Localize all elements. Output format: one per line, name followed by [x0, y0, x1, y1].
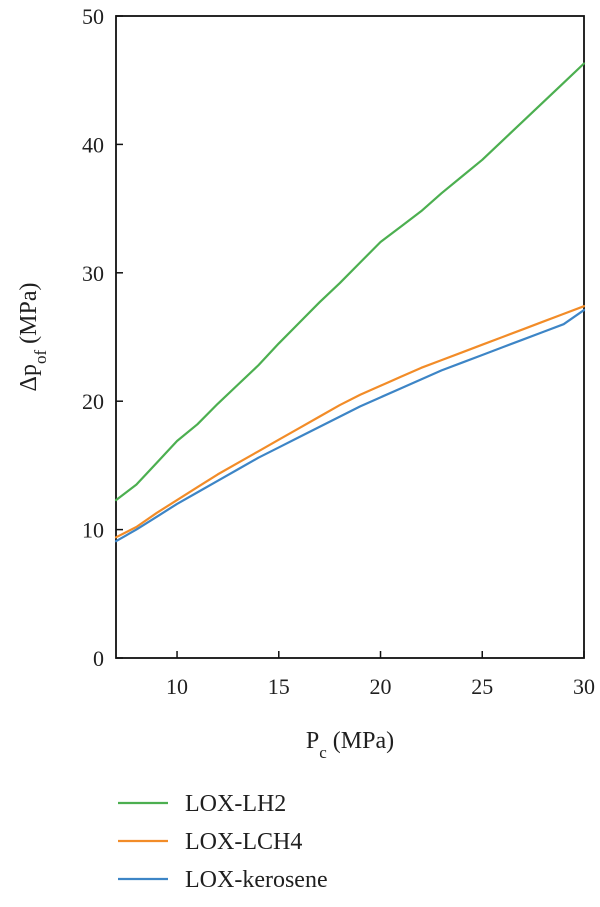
x-axis-title-sub: c	[319, 743, 327, 762]
y-axis-title: Δpof (MPa)	[16, 283, 50, 392]
series-lines	[114, 62, 586, 543]
x-tick-label: 10	[166, 674, 188, 699]
legend: LOX-LH2 LOX-LCH4 LOX-kerosene	[118, 791, 328, 893]
series-line-1	[114, 62, 586, 502]
x-tick-label: 20	[370, 674, 392, 699]
y-tick-label: 40	[82, 132, 104, 157]
legend-label-1: LOX-LH2	[185, 791, 286, 817]
y-tick-label: 20	[82, 389, 104, 414]
x-axis-title-main: P	[306, 728, 319, 754]
series-line-2	[114, 305, 586, 539]
y-axis-title-prefix: Δp	[16, 364, 42, 391]
plot-frame	[115, 15, 585, 659]
y-tick-label: 10	[82, 518, 104, 543]
y-tick-label: 50	[82, 4, 104, 29]
y-axis-title-unit: (MPa)	[16, 283, 42, 350]
x-tick-label: 30	[573, 674, 595, 699]
x-tick-label: 15	[268, 674, 290, 699]
legend-label-3: LOX-kerosene	[185, 867, 328, 893]
x-tick-label: 25	[471, 674, 493, 699]
x-axis-title: Pc (MPa)	[306, 728, 394, 762]
y-axis-title-sub: of	[31, 350, 50, 365]
series-line-3	[114, 308, 586, 543]
x-axis-title-unit: (MPa)	[327, 728, 394, 754]
x-axis-ticks: 10 15 20 25 30	[166, 651, 595, 699]
legend-label-2: LOX-LCH4	[185, 829, 302, 855]
y-tick-label: 0	[93, 646, 104, 671]
y-axis-ticks: 0 10 20 30 40 50	[82, 4, 123, 671]
y-tick-label: 30	[82, 261, 104, 286]
